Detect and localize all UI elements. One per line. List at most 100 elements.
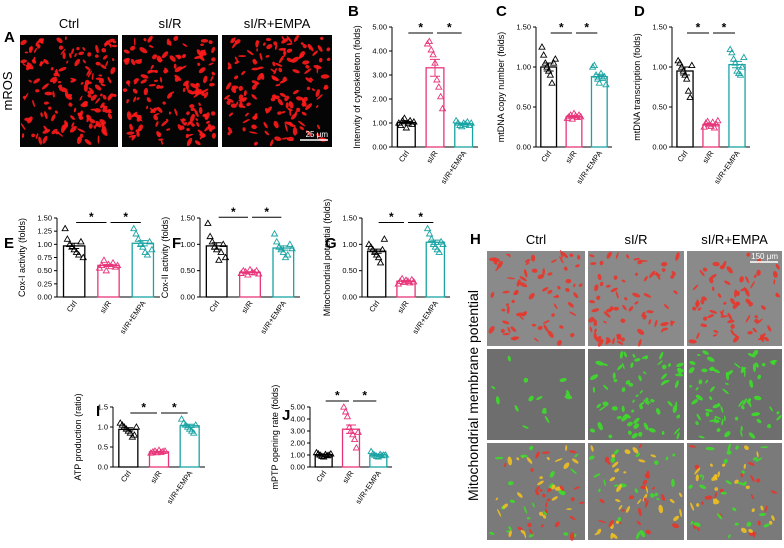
cell	[64, 90, 69, 97]
cell	[21, 133, 25, 138]
cell	[676, 362, 684, 367]
x-tick-label: sI/R+EMPA	[165, 469, 194, 506]
cell	[750, 281, 755, 289]
cell	[623, 471, 627, 474]
cell	[502, 320, 510, 325]
cell	[542, 287, 549, 292]
y-axis-label: Cox-II activity (folds)	[160, 217, 170, 299]
y-tick-label: 0.50	[37, 266, 52, 275]
significance-mark: *	[141, 401, 146, 415]
cell	[695, 299, 700, 309]
y-tick-label: 0.00	[652, 143, 667, 152]
cell	[502, 503, 508, 509]
cell	[701, 501, 704, 505]
data-point	[380, 235, 389, 242]
y-tick-label: 1.50	[342, 214, 357, 223]
cell	[257, 66, 264, 70]
cell	[542, 407, 547, 412]
cell	[53, 72, 58, 77]
cell	[756, 451, 759, 458]
cell	[246, 102, 251, 107]
cell	[559, 485, 565, 492]
data-point	[215, 256, 223, 263]
cell	[617, 516, 621, 522]
cell	[301, 111, 307, 116]
panel-label: G	[325, 235, 337, 252]
cell	[763, 523, 770, 528]
cell	[709, 309, 718, 314]
data-point	[128, 433, 137, 440]
data-point	[682, 75, 691, 82]
cell	[749, 379, 754, 388]
data-point	[72, 248, 81, 255]
cell	[646, 310, 654, 314]
cell	[95, 44, 99, 54]
cell	[769, 406, 774, 412]
cell	[158, 138, 164, 141]
cell	[519, 315, 524, 320]
cell	[611, 533, 618, 539]
cell	[154, 79, 159, 82]
cell	[107, 113, 113, 120]
cell	[283, 48, 286, 57]
cell	[630, 362, 634, 369]
cell	[105, 60, 109, 67]
cell	[88, 87, 94, 93]
cell	[146, 105, 149, 110]
cell	[748, 462, 755, 466]
cell	[275, 83, 281, 87]
cell	[284, 121, 293, 126]
scale-bar-label: 150 μm	[751, 252, 778, 261]
cell	[592, 386, 596, 393]
cell	[563, 266, 568, 271]
cell	[559, 378, 567, 382]
x-tick-label: Ctrl	[314, 469, 328, 484]
bar	[272, 247, 295, 298]
cell	[541, 410, 547, 414]
data-point	[102, 266, 111, 274]
cell	[661, 430, 665, 435]
cell	[265, 106, 272, 114]
cell	[698, 379, 703, 385]
cell	[146, 97, 151, 103]
data-point	[100, 256, 108, 263]
cell	[507, 481, 514, 486]
y-tick-label: 2.00	[372, 95, 387, 104]
cell	[156, 55, 162, 63]
cell	[305, 64, 310, 69]
cell	[196, 121, 200, 127]
cell	[722, 388, 729, 395]
data-point	[576, 112, 585, 120]
cell	[161, 120, 168, 127]
cell	[44, 111, 48, 120]
panel-label: C	[496, 3, 507, 20]
cell	[699, 269, 705, 277]
cell	[636, 531, 641, 540]
cell	[702, 267, 708, 272]
cell	[140, 74, 149, 79]
cell	[734, 416, 739, 421]
cell	[679, 508, 682, 517]
cell	[286, 57, 293, 63]
cell	[506, 303, 509, 307]
cell	[166, 128, 171, 131]
cell	[722, 463, 726, 467]
cell	[639, 530, 646, 538]
cell	[239, 100, 243, 109]
cell	[126, 111, 132, 121]
cell	[131, 134, 136, 141]
y-tick-label: 1.00	[516, 63, 531, 72]
cell	[84, 139, 92, 145]
y-tick-label: 4.00	[290, 415, 305, 424]
cell	[168, 111, 172, 115]
cell	[609, 306, 614, 311]
cell	[87, 70, 93, 78]
cell	[508, 530, 512, 538]
cell	[273, 67, 277, 75]
cell	[648, 319, 652, 325]
cell	[620, 318, 626, 323]
cell	[566, 508, 572, 510]
cell	[623, 351, 628, 358]
cell	[227, 131, 231, 136]
data-point	[425, 229, 434, 237]
